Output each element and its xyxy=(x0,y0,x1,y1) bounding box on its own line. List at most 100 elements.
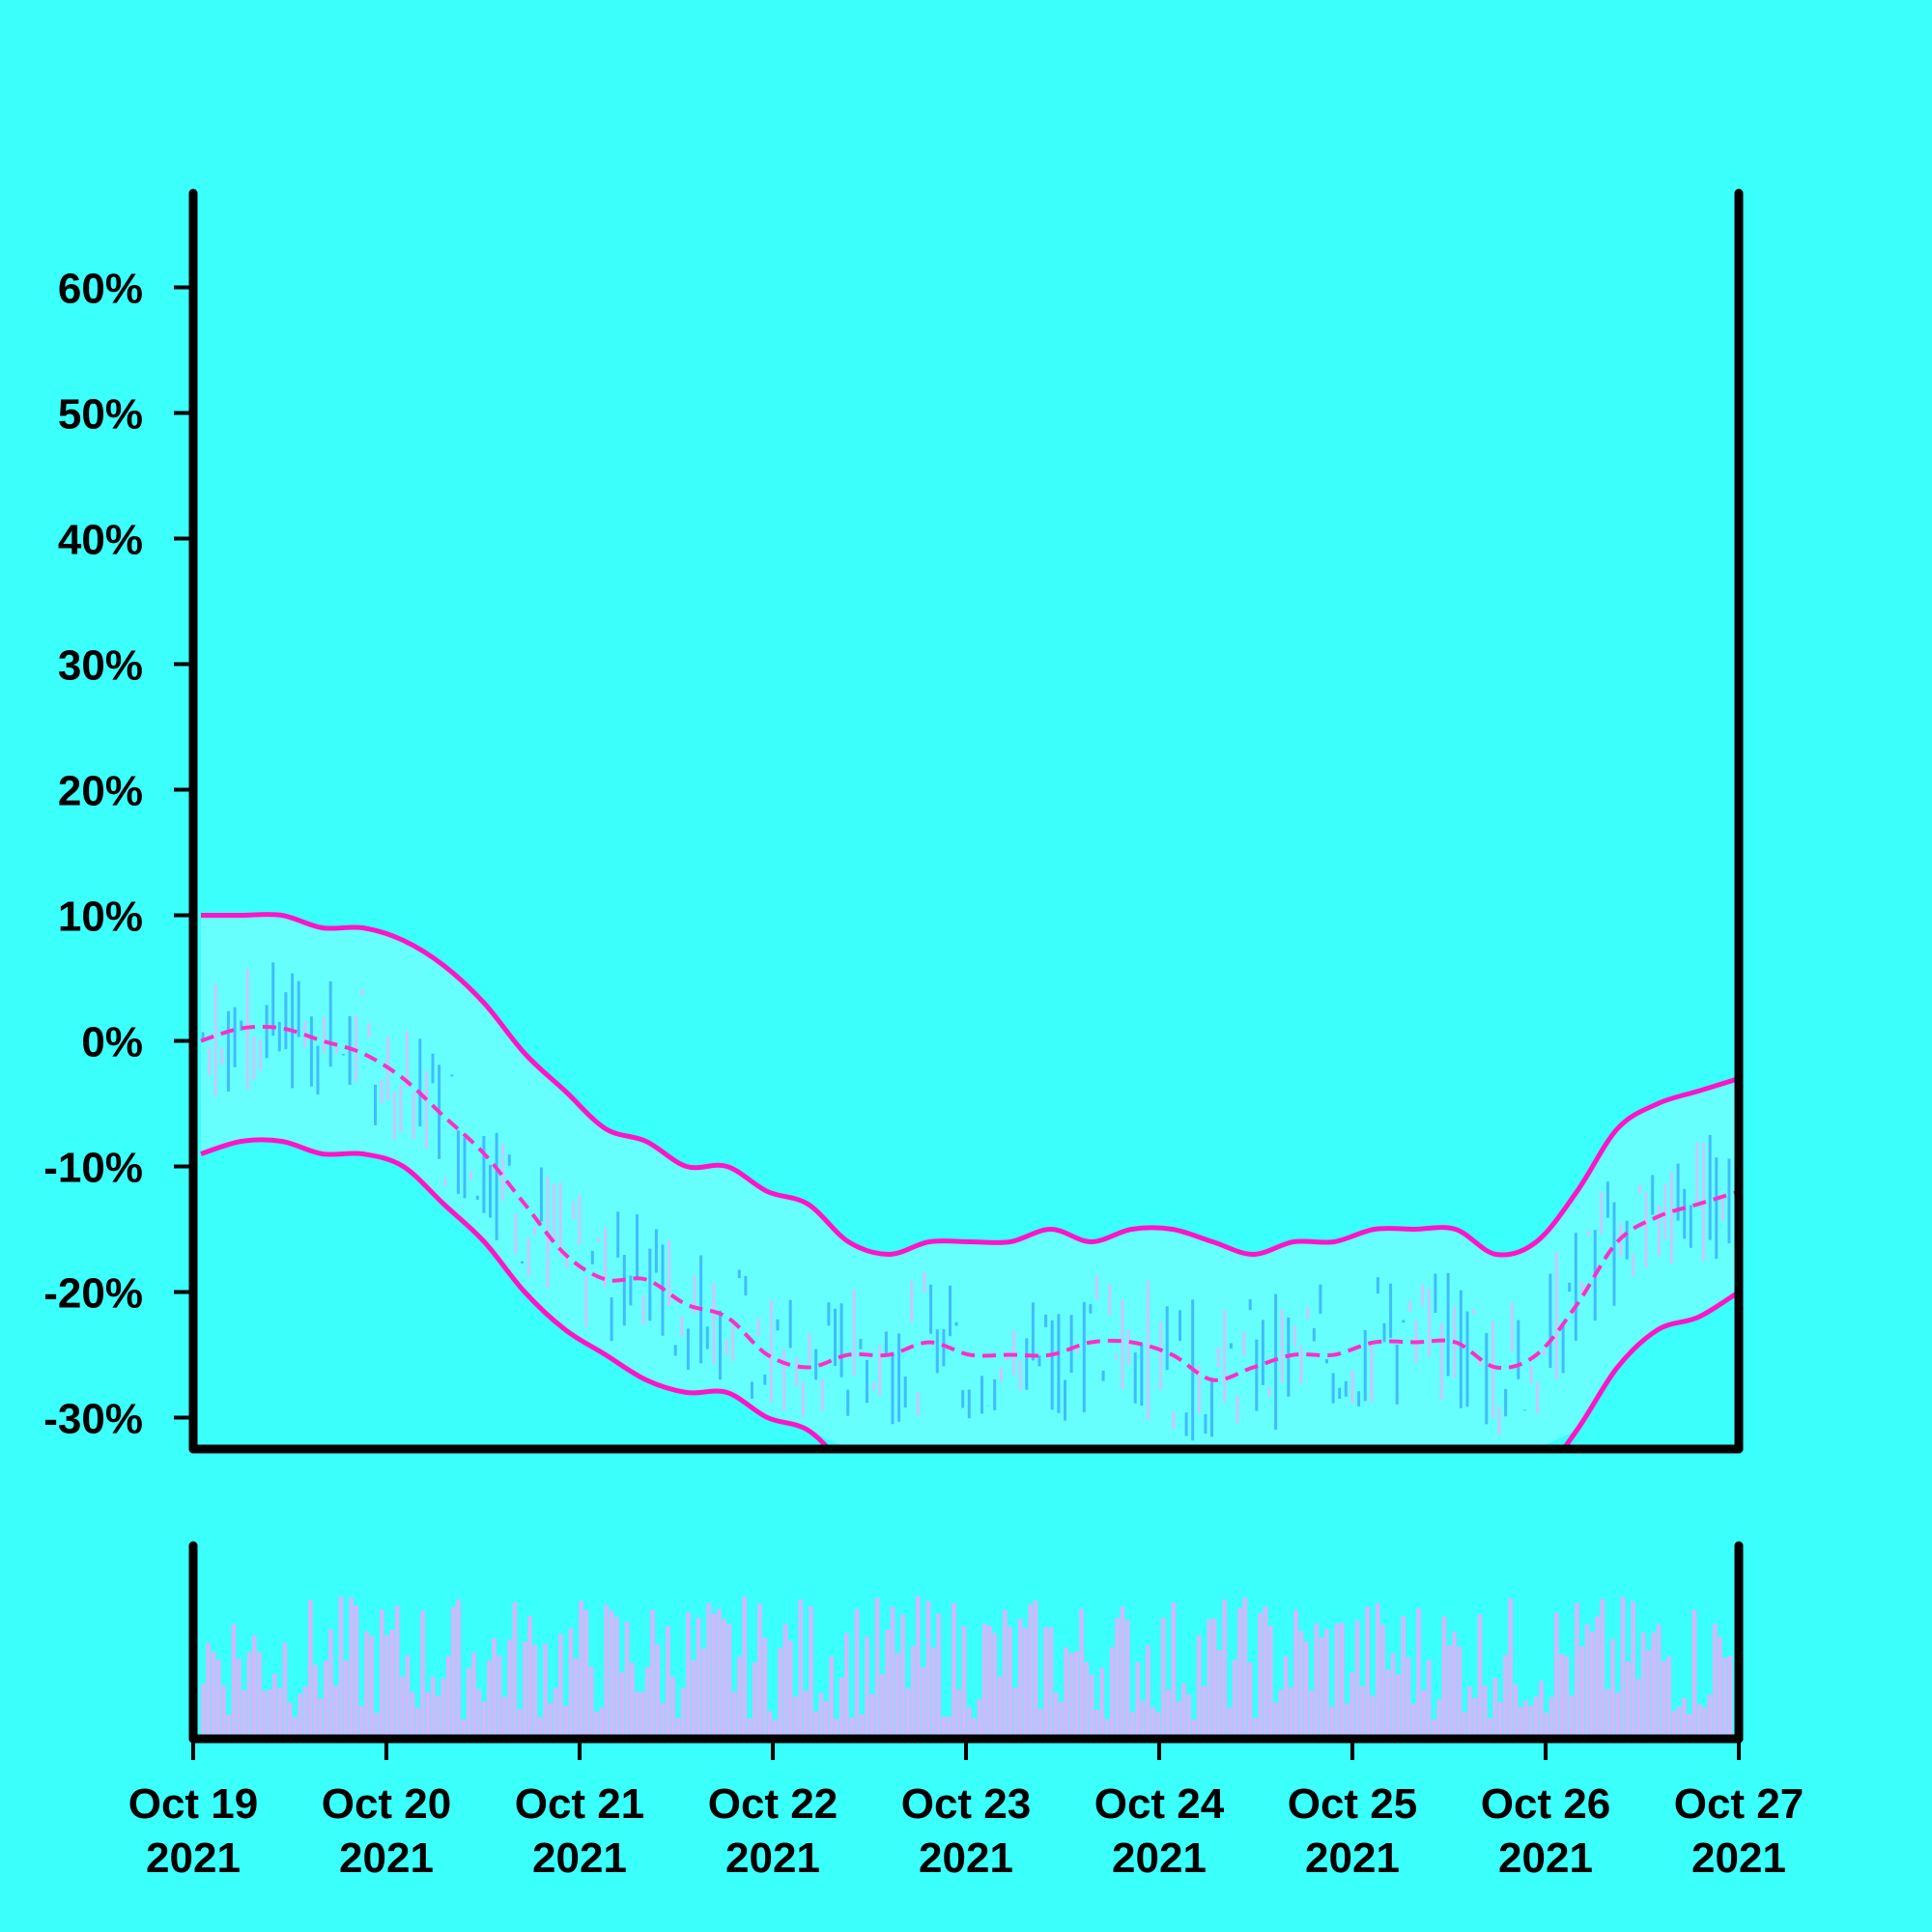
volume-bar xyxy=(293,1717,298,1735)
y-axis-ticks: 60% 50% 40% 30% 20% 10% 0% -10% -20% -30% xyxy=(43,266,189,1443)
volume-bar xyxy=(501,1696,507,1735)
volume-bar xyxy=(1023,1627,1028,1735)
volume-bar xyxy=(588,1666,594,1735)
volume-bar xyxy=(1651,1633,1656,1735)
volume-bar xyxy=(890,1605,895,1735)
volume-bar xyxy=(537,1717,543,1735)
volume-bar xyxy=(211,1652,216,1735)
volume-bar xyxy=(936,1613,941,1735)
volume-bar xyxy=(1508,1598,1513,1735)
volume-bar xyxy=(803,1690,809,1735)
volume-bar xyxy=(277,1688,282,1735)
volume-bar xyxy=(1171,1602,1177,1735)
volume-bar xyxy=(1298,1631,1304,1735)
volume-bar xyxy=(1283,1656,1289,1735)
volume-bar xyxy=(1354,1620,1360,1735)
volume-bar xyxy=(1590,1632,1595,1735)
volume-bar xyxy=(302,1686,308,1735)
volume-bar xyxy=(1273,1702,1278,1735)
volume-bar xyxy=(1253,1718,1258,1735)
volume-bar xyxy=(1426,1660,1432,1735)
volume-bar xyxy=(579,1601,583,1735)
volume-bar xyxy=(543,1643,548,1735)
volume-bar xyxy=(1053,1692,1059,1735)
volume-bar xyxy=(849,1718,854,1735)
volume-bar xyxy=(1008,1626,1012,1735)
volume-bar xyxy=(1691,1609,1697,1735)
volume-bar xyxy=(1017,1618,1023,1735)
volume-bar xyxy=(1432,1719,1436,1735)
volume-bar xyxy=(466,1667,471,1735)
volume-bar xyxy=(1375,1603,1380,1735)
x-tick-label: Oct 23 2021 xyxy=(901,1780,1032,1882)
volume-bar xyxy=(344,1660,349,1735)
volume-bar xyxy=(1370,1695,1376,1735)
x-axis-ticks: Oct 19 2021 Oct 20 2021 Oct 21 2021 Oct 22 2021… xyxy=(128,1743,1804,1882)
volume-bar xyxy=(686,1611,691,1735)
volume-bar xyxy=(1666,1656,1671,1735)
volume-bar xyxy=(788,1640,793,1735)
volume-bar xyxy=(981,1623,987,1735)
volume-bar xyxy=(885,1630,890,1735)
volume-bar xyxy=(349,1597,354,1735)
volume-bar xyxy=(1278,1690,1284,1735)
price-panel: 60% 50% 40% 30% 20% 10% 0% -10% -20% -30% xyxy=(43,188,1744,1454)
volume-bar xyxy=(328,1629,333,1735)
volume-bar xyxy=(568,1628,574,1735)
x-tick-label: Oct 22 2021 xyxy=(708,1780,838,1882)
volume-bar xyxy=(670,1676,675,1735)
volume-bar xyxy=(487,1661,492,1735)
volume-bar xyxy=(941,1716,947,1735)
volume-bar xyxy=(905,1689,911,1735)
volume-bar xyxy=(1166,1690,1171,1735)
volume-bar xyxy=(931,1647,936,1735)
volume-bar xyxy=(1662,1661,1666,1735)
volume-bar xyxy=(1146,1645,1151,1735)
volume-bar xyxy=(1350,1672,1355,1735)
volume-bar xyxy=(869,1694,875,1735)
volume-bar xyxy=(1059,1701,1064,1735)
x-tick-label: Oct 20 2021 xyxy=(322,1780,452,1882)
volume-bar xyxy=(1079,1608,1084,1735)
volume-bar xyxy=(782,1623,788,1735)
volume-bar xyxy=(272,1673,277,1735)
volume-bar xyxy=(1575,1603,1579,1735)
volume-bar xyxy=(1579,1646,1584,1735)
volume-bar xyxy=(323,1661,328,1735)
volume-bar xyxy=(1523,1700,1528,1735)
volume-bar xyxy=(1227,1707,1233,1735)
volume-bar xyxy=(997,1676,1003,1735)
volume-bar xyxy=(701,1648,706,1735)
volume-bar xyxy=(1635,1679,1641,1735)
volume-bar xyxy=(1319,1637,1324,1735)
volume-bar xyxy=(206,1642,211,1735)
volume-bar xyxy=(1068,1653,1074,1735)
volume-bar xyxy=(1600,1599,1605,1735)
y-tick-label: 30% xyxy=(58,642,143,690)
volume-bar xyxy=(221,1685,226,1735)
volume-bar xyxy=(798,1599,804,1735)
volume-bar xyxy=(696,1617,701,1735)
volume-bar xyxy=(635,1691,639,1735)
volume-bar xyxy=(1135,1662,1141,1735)
volume-bar xyxy=(992,1633,997,1735)
volume-bar xyxy=(1202,1686,1207,1735)
volume-bar xyxy=(1099,1667,1105,1735)
volume-bar xyxy=(333,1686,339,1735)
volume-bar xyxy=(666,1626,670,1735)
volume-bar xyxy=(900,1614,905,1735)
volume-bar xyxy=(1615,1692,1620,1735)
volume-bar xyxy=(410,1691,415,1735)
volume-bar xyxy=(242,1690,246,1735)
volume-bar xyxy=(1483,1685,1488,1735)
volume-bar xyxy=(824,1701,829,1735)
volume-bar xyxy=(895,1653,900,1735)
y-tick-label: 40% xyxy=(58,517,143,564)
volume-bar xyxy=(1151,1707,1155,1735)
volume-bar xyxy=(308,1600,313,1735)
volume-bar xyxy=(1539,1681,1544,1735)
volume-bar xyxy=(680,1688,686,1735)
volume-bar xyxy=(1727,1656,1733,1735)
y-tick-label: 10% xyxy=(58,894,143,941)
volume-bar xyxy=(865,1636,869,1735)
